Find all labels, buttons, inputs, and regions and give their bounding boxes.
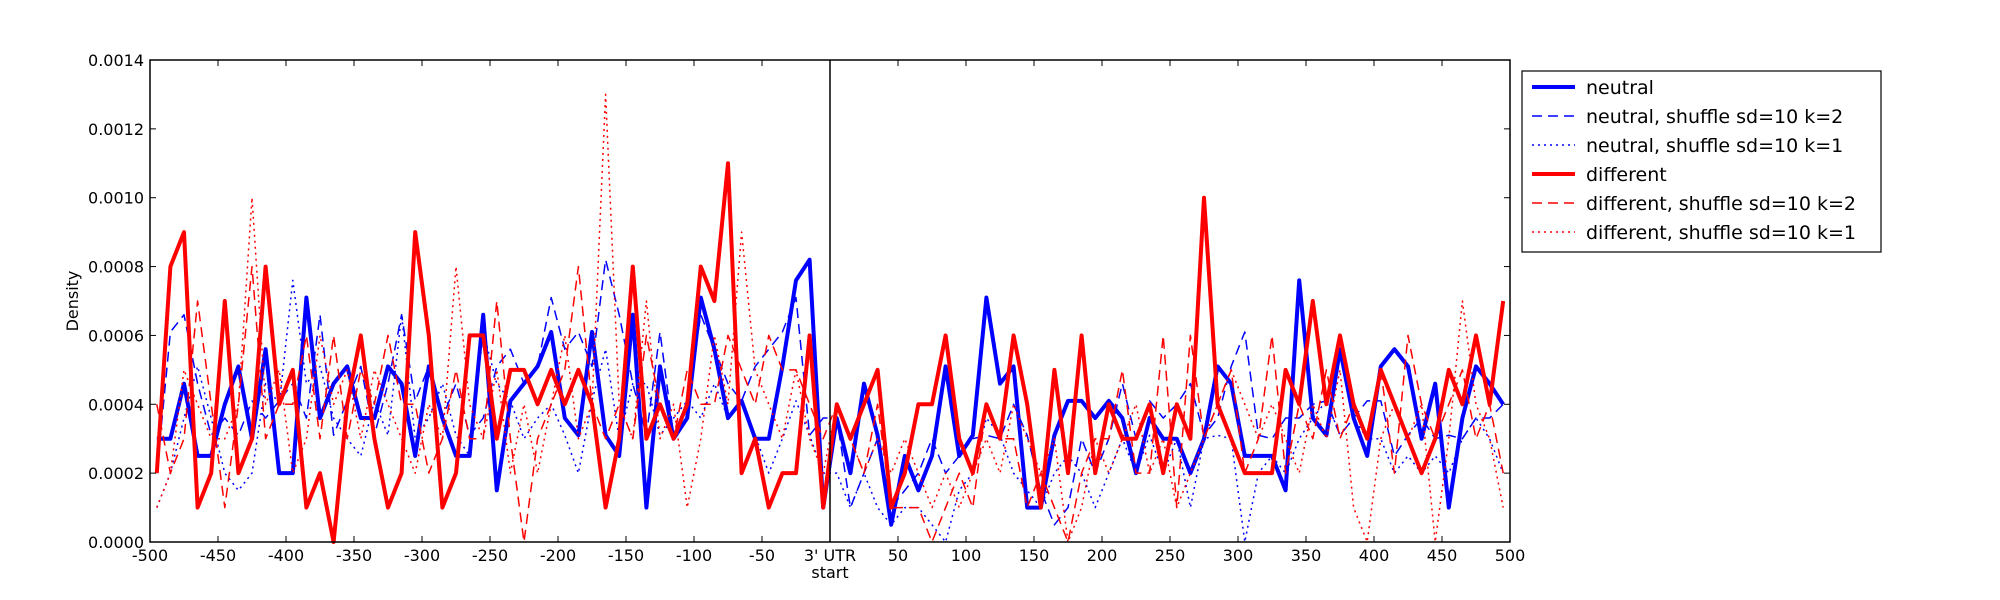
y-tick-label: 0.0014 [88, 51, 144, 70]
y-tick-label: 0.0002 [88, 464, 144, 483]
y-tick-label: 0.0004 [88, 395, 144, 414]
y-axis-label: Density [63, 271, 82, 332]
x-tick-label: 150 [1019, 546, 1050, 565]
y-tick-label: 0.0010 [88, 189, 144, 208]
legend-label-4: different, shuffle sd=10 k=2 [1586, 193, 1856, 215]
x-axis-label: start [811, 563, 848, 582]
x-tick-label: -300 [404, 546, 440, 565]
x-tick-label: 500 [1495, 546, 1526, 565]
x-tick-label: 3' UTR [804, 546, 856, 565]
legend-frame [1521, 70, 1882, 253]
x-tick-label: -450 [200, 546, 236, 565]
x-tick-label: 250 [1155, 546, 1186, 565]
x-tick-label: -200 [540, 546, 576, 565]
x-tick-label: -400 [268, 546, 304, 565]
ticks-layer: -500 -450 -400 -350 -300 -250 -200 -150 -100 -50 3… [88, 51, 1525, 565]
x-tick-label: 350 [1291, 546, 1322, 565]
x-tick-label: 400 [1359, 546, 1390, 565]
x-tick-label: -150 [608, 546, 644, 565]
x-tick-label: -250 [472, 546, 508, 565]
x-tick-label: 100 [951, 546, 982, 565]
x-tick-label: 300 [1223, 546, 1254, 565]
x-tick-label: 200 [1087, 546, 1118, 565]
x-tick-label: -350 [336, 546, 372, 565]
x-tick-label: -500 [132, 546, 168, 565]
x-tick-label: -100 [676, 546, 712, 565]
legend: neutral neutral, shuffle sd=10 k=2 neutral… [1521, 70, 1882, 253]
x-tick-label: 50 [888, 546, 908, 565]
legend-label-0: neutral [1586, 77, 1654, 99]
legend-label-3: different [1586, 164, 1667, 186]
series-line-1 [156, 258, 1504, 526]
y-tick-label: 0.0008 [88, 258, 144, 277]
legend-label-2: neutral, shuffle sd=10 k=1 [1586, 135, 1843, 157]
x-tick-label: 450 [1427, 546, 1458, 565]
y-tick-label: 0.0006 [88, 326, 144, 345]
legend-label-1: neutral, shuffle sd=10 k=2 [1586, 106, 1843, 128]
x-tick-label: -50 [749, 546, 775, 565]
y-tick-label: 0.0000 [88, 533, 144, 552]
y-tick-label: 0.0012 [88, 120, 144, 139]
legend-label-5: different, shuffle sd=10 k=1 [1586, 222, 1856, 244]
